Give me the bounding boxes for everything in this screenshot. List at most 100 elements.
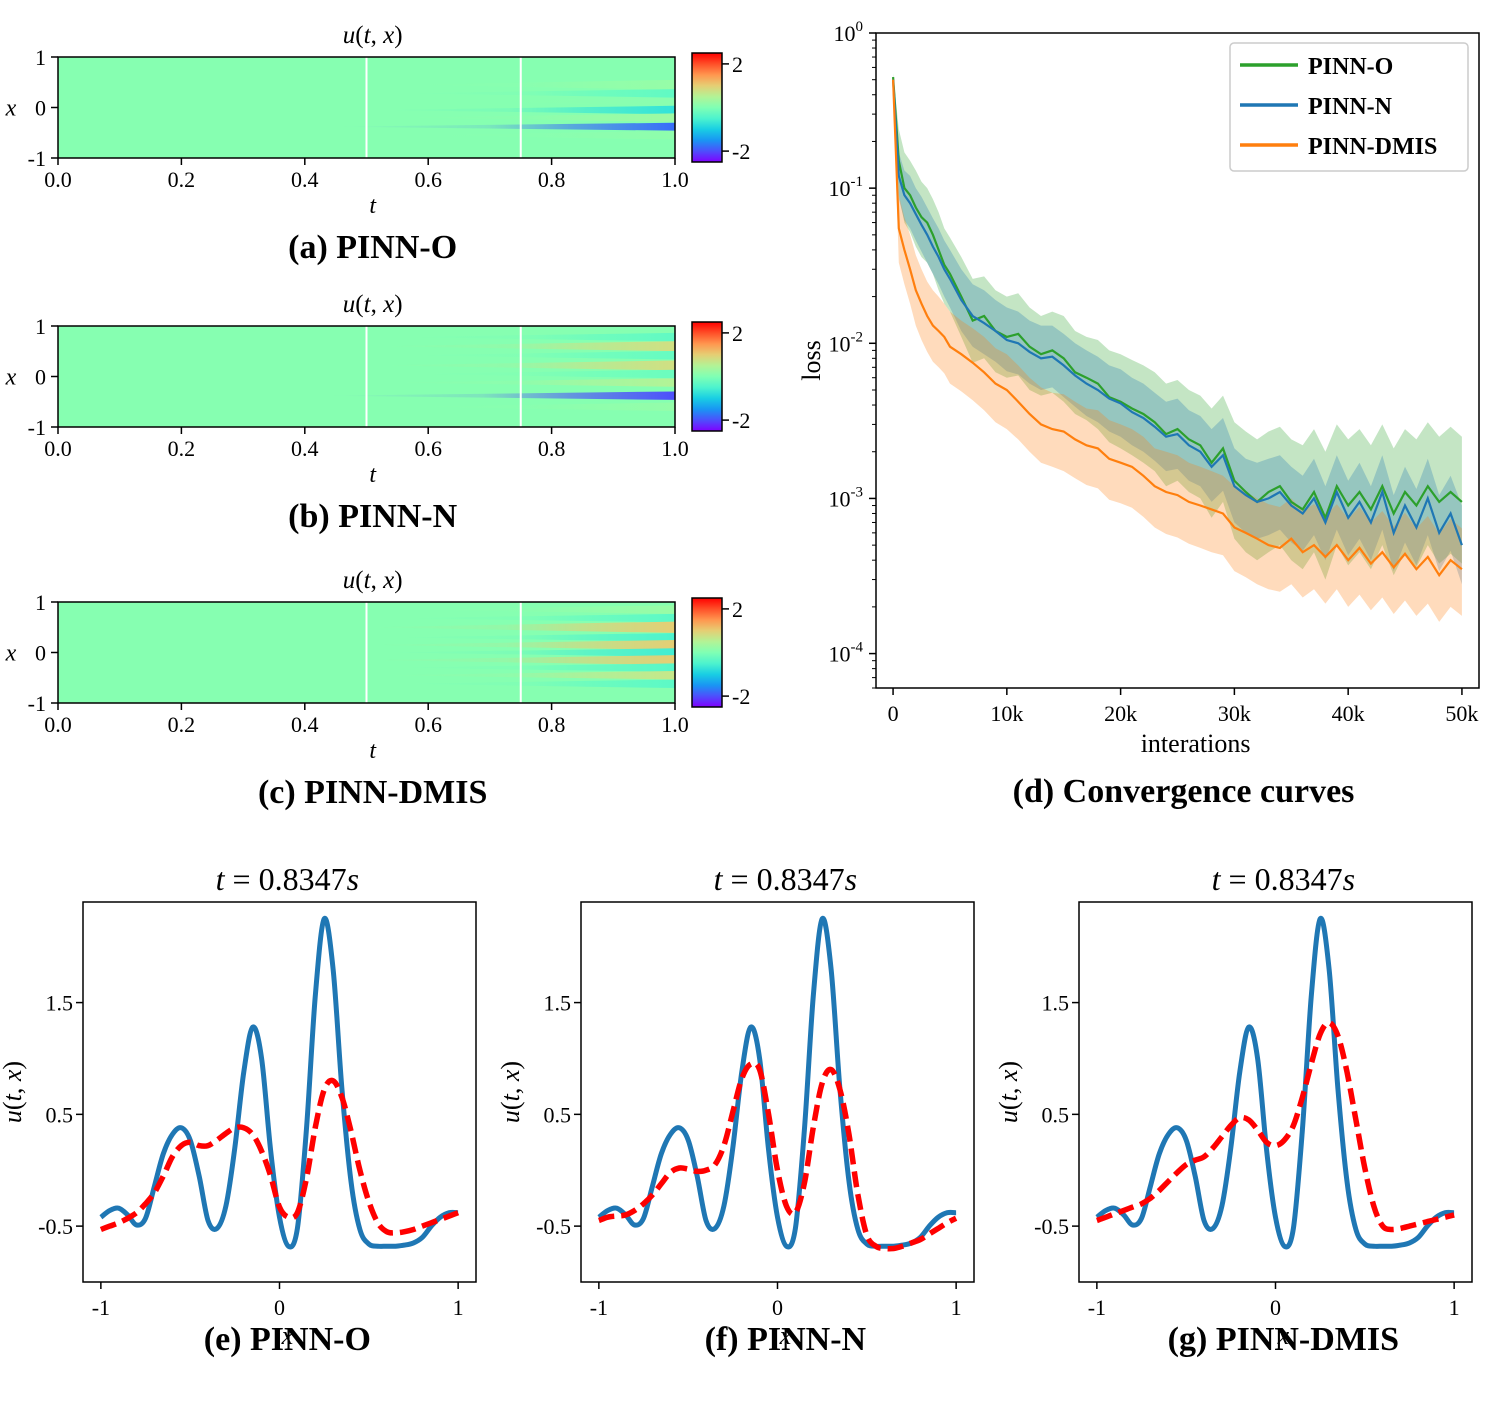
y-tick-label: 1.5 [1042,991,1070,1016]
x-tick-label: 1 [951,1295,962,1320]
tick-exponent: 0 [856,19,864,35]
label-part: x [994,1069,1023,1082]
label-part: u [0,1110,27,1123]
heatmap-band [378,105,675,115]
heatmap-band [380,670,675,680]
title-part: x [382,567,394,594]
tick-base: 10 [829,486,851,511]
x-tick-label: 0.2 [168,167,196,192]
y-tick-label: -0.5 [38,1214,73,1239]
label-part: , [994,1081,1023,1094]
y-axis-label: loss [797,340,826,380]
x-axis-label: t [369,193,377,219]
x-axis-label: x [779,1321,792,1350]
label-part: x [496,1069,525,1082]
panel-caption: (b) PINN-N [288,498,457,535]
band-pinn-o [893,73,1462,580]
x-axis-label: interations [1141,729,1251,758]
x-tick-label: 1 [1449,1295,1460,1320]
label-part: ( [994,1101,1023,1110]
y-tick-label: 1 [35,45,46,70]
snapshot-title: t = 0.8347s [216,861,359,897]
y-tick-label: 1.5 [544,991,572,1016]
y-tick-label: 1 [35,314,46,339]
panel-caption: (f) PINN-N [705,1321,867,1358]
snapshot-plot-area [1095,915,1455,1250]
x-tick-label: 0.0 [44,167,72,192]
heatmap-title: u(t, x) [343,291,403,318]
title-part: t [364,291,372,318]
tick-exponent: -2 [851,329,864,345]
heatmap-band [325,391,675,400]
title-part: = 0.8347 [723,861,845,897]
panel-caption: (e) PINN-O [204,1321,371,1358]
tick-base: 10 [829,331,851,356]
title-part: t [1212,861,1222,897]
heatmap-band [397,89,675,98]
x-tick-label: 0.6 [414,436,442,461]
title-part: ) [394,22,402,49]
y-axis-label: x [5,96,17,122]
y-tick-label: 100 [834,19,864,46]
heatmap-panel-a: 0.0 0.2 0.4 0.6 0.8 1.010-1u(t, x)tx2-2(a) PI… [5,22,751,266]
x-tick-label: 1.0 [661,167,689,192]
heatmap-band [394,613,675,623]
label-part: , [0,1081,27,1094]
x-tick-label: 0.0 [44,436,72,461]
x-tick-label: 1 [453,1295,464,1320]
x-tick-label: 30k [1218,701,1251,726]
x-tick-label: 1.0 [661,436,689,461]
x-tick-label: 0 [772,1295,783,1320]
curve-predicted [1096,1019,1455,1233]
legend-label-pinn-o: PINN-O [1308,54,1393,80]
colorbar-tick-label: 2 [732,52,743,77]
y-axis-label: x [5,641,17,667]
label-part: u [994,1110,1023,1123]
title-part: ) [394,567,402,594]
x-tick-label: 0.2 [168,436,196,461]
title-part: = 0.8347 [225,861,347,897]
title-part: t [714,861,724,897]
x-tick-label: 0.2 [168,712,196,737]
heatmap-bands [333,79,675,140]
panel-caption: (g) PINN-DMIS [1168,1321,1399,1358]
title-part: x [382,22,394,49]
y-tick-label: 0.5 [46,1102,74,1127]
heatmap-band [401,369,675,379]
title-part: t [216,861,226,897]
x-tick-label: 50k [1445,701,1478,726]
label-part: ( [496,1101,525,1110]
title-part: u [343,22,356,49]
title-part: ( [355,22,363,49]
legend-label-pinn-dmis: PINN-DMIS [1308,134,1437,160]
heatmap-band [403,131,675,140]
x-axis-label: x [281,1321,294,1350]
heatmap-band [399,351,675,360]
y-tick-label: 10-1 [829,174,864,201]
y-tick-label: 0 [35,365,46,390]
panel-caption: (a) PINN-O [288,229,457,266]
panel-caption: (d) Convergence curves [1013,773,1355,810]
y-tick-label: -0.5 [1034,1214,1069,1239]
line-pinn-n [892,79,1463,546]
curve-predicted [597,1060,958,1252]
title-part: t [364,567,372,594]
x-tick-label: -1 [92,1295,110,1320]
tick-base: 10 [834,21,856,46]
tick-exponent: -3 [851,484,864,500]
x-tick-label: 0 [1270,1295,1281,1320]
curve-exact [99,915,459,1250]
y-tick-label: 0.5 [544,1102,572,1127]
convergence-panel: 0 10k 20k 30k 40k 50k10010-110-210-310-4inter… [797,19,1480,810]
title-part: x [382,291,394,318]
tick-exponent: -4 [851,640,864,656]
snapshot-plot-area [597,915,958,1252]
x-tick-label: 0.6 [414,712,442,737]
label-part: u [496,1110,525,1123]
title-part: ( [355,291,363,318]
x-tick-label: -1 [590,1295,608,1320]
heatmap-band [388,633,675,642]
